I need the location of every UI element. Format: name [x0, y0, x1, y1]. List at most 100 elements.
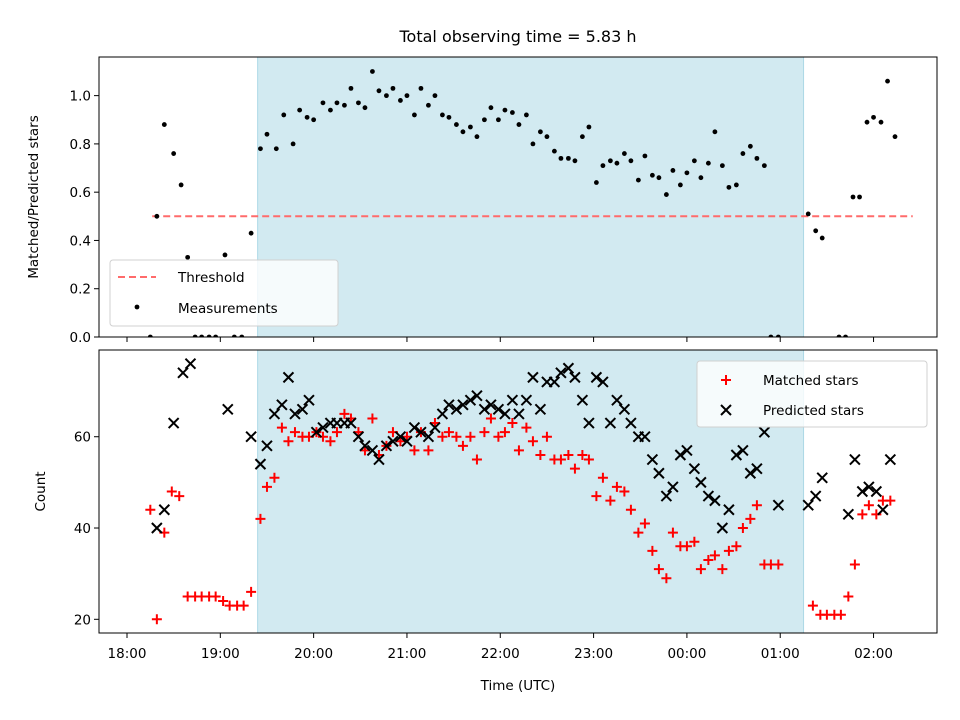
y-tick-label: 20: [74, 612, 91, 628]
legend-measurements-label: Measurements: [178, 301, 278, 317]
measurements-point: [586, 124, 592, 130]
matched-stars-point: [555, 454, 566, 465]
predicted-stars-point: [415, 426, 427, 438]
predicted-stars-point: [429, 421, 441, 434]
matched-stars-point: [339, 408, 350, 419]
matched-stars-point: [611, 481, 622, 492]
axes-frame: [98, 56, 938, 338]
measurements-point: [426, 102, 431, 108]
predicted-stars-point: [457, 399, 469, 411]
measurements-point: [635, 177, 641, 183]
measurements-point: [579, 134, 585, 140]
measurements-point: [398, 98, 403, 103]
top-panel: 0.0 0.2 0.4 0.6 0.8 1.0 Matched/Predicted star…: [26, 56, 938, 346]
predicted-stars-point: [499, 408, 511, 420]
predicted-stars-point: [562, 362, 575, 374]
predicted-stars-point: [730, 449, 743, 461]
measurements-point: [311, 117, 317, 123]
predicted-stars-point: [485, 399, 497, 411]
measurements-point: [273, 146, 279, 152]
legend-matched-label: Matched stars: [763, 373, 859, 389]
matched-stars-point: [751, 500, 762, 511]
measurements-point: [185, 254, 191, 260]
predicted-stars-point: [380, 440, 393, 452]
predicted-stars-point: [222, 403, 234, 416]
predicted-stars-point: [870, 485, 883, 498]
measurements-point: [712, 129, 718, 135]
predicted-stars-point: [450, 403, 463, 416]
measurements-point: [239, 334, 245, 337]
matched-stars-point: [409, 445, 420, 456]
measurements-point: [892, 134, 898, 140]
measurements-point: [342, 102, 347, 108]
measurements-point: [544, 134, 550, 140]
predicted-stars-point: [555, 367, 567, 379]
matched-stars-point: [174, 491, 185, 502]
predicted-stars-point: [443, 399, 455, 411]
x-tick-label: 00:00: [667, 646, 706, 662]
measurements-point: [404, 93, 410, 99]
matched-stars-point: [289, 427, 300, 438]
legend-predicted-swatch: [720, 404, 732, 416]
legend-box: [109, 259, 339, 327]
matched-stars-point: [331, 427, 342, 438]
measurements-point: [813, 228, 819, 234]
predicted-stars-point: [611, 394, 623, 406]
matched-stars-point: [238, 600, 249, 611]
predicted-stars-point: [366, 444, 379, 457]
observing-window-shade: [257, 56, 805, 338]
predicted-stars-point: [597, 376, 609, 388]
matched-stars-point: [367, 413, 378, 424]
predicted-stars-point: [809, 490, 822, 502]
measurements-point: [621, 151, 627, 156]
x-tick-label: 19:00: [201, 646, 240, 662]
predicted-stars-point: [289, 408, 301, 420]
measurements-point: [775, 334, 781, 337]
measurements-point: [147, 334, 153, 337]
predicted-stars-point: [534, 403, 547, 416]
x-tick-label: 02:00: [854, 646, 893, 662]
predicted-stars-point: [625, 417, 637, 429]
measurements-point: [607, 158, 613, 164]
measurements-point: [281, 112, 287, 118]
matched-stars-point: [717, 564, 728, 575]
y-axis-label: Matched/Predicted stars: [26, 115, 42, 278]
matched-stars-point: [493, 431, 504, 442]
predicted-stars-point: [877, 504, 889, 516]
predicted-stars-point: [151, 522, 163, 534]
legend-measurements-swatch: [134, 304, 140, 310]
matched-stars-point: [695, 564, 706, 575]
predicted-stars-point: [702, 490, 715, 502]
measurements-point: [649, 172, 655, 178]
predicted-stars-point: [254, 458, 267, 470]
predicted-stars-point: [261, 440, 273, 452]
predicted-stars-point: [158, 504, 171, 516]
measurements-point: [362, 105, 368, 111]
predicted-stars-point: [576, 394, 589, 406]
predicted-stars-point: [646, 453, 659, 466]
matched-stars-point: [210, 591, 221, 602]
matched-stars-point: [647, 545, 658, 556]
measurements-point: [171, 151, 177, 156]
measurements-point: [390, 85, 396, 91]
matched-stars-point: [605, 495, 616, 506]
measurements-point: [819, 235, 825, 241]
measurements-point: [440, 112, 445, 118]
x-axis-label: Time (UTC): [480, 678, 556, 694]
predicted-stars-point: [352, 431, 365, 443]
predicted-stars-point: [604, 417, 617, 429]
matched-stars-point: [527, 436, 538, 447]
measurements-point: [154, 213, 160, 219]
measurements-point: [297, 107, 303, 113]
measurements-point: [482, 117, 487, 123]
predicted-stars-point: [639, 431, 651, 443]
chart-title: Total observing time = 5.83 h: [398, 27, 636, 46]
matched-stars-point: [661, 573, 672, 584]
predicted-stars-point: [849, 453, 861, 466]
measurements-point: [684, 170, 690, 176]
matched-stars-point: [145, 504, 156, 515]
matched-stars-point: [437, 431, 448, 442]
matched-stars-point: [276, 422, 287, 433]
predicted-stars-point: [842, 508, 855, 521]
